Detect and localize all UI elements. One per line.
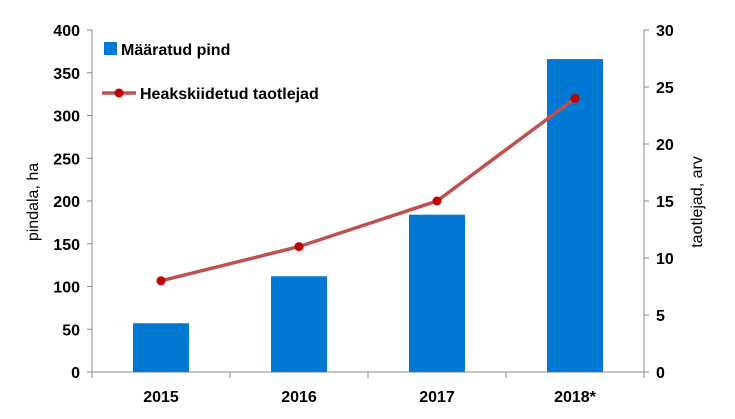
legend: Määratud pind Heakskiidetud taotlejad bbox=[102, 42, 319, 103]
left-tick-label: 100 bbox=[53, 280, 80, 297]
line-point bbox=[294, 242, 304, 252]
legend-bar-swatch bbox=[104, 42, 117, 55]
left-tick-label: 250 bbox=[53, 151, 80, 168]
left-tick-label: 200 bbox=[53, 194, 80, 211]
left-tick-label: 400 bbox=[53, 23, 80, 40]
series-line bbox=[160, 96, 577, 283]
right-axis-ticks: 0 5 10 15 20 25 30 bbox=[644, 23, 674, 382]
y-axis-title: pindala, ha bbox=[25, 163, 42, 241]
x-axis-ticks: 2015 2016 2017 2018* bbox=[91, 372, 645, 406]
bar-series bbox=[133, 59, 603, 372]
right-tick-label: 20 bbox=[656, 137, 674, 154]
bar bbox=[547, 59, 603, 372]
left-tick-label: 50 bbox=[62, 322, 80, 339]
line-series bbox=[156, 93, 580, 286]
right-tick-label: 30 bbox=[656, 23, 674, 40]
left-tick-label: 300 bbox=[53, 109, 80, 126]
bar bbox=[271, 276, 327, 372]
left-tick-label: 0 bbox=[71, 365, 80, 382]
right-tick-label: 5 bbox=[656, 308, 665, 325]
legend-line-marker bbox=[114, 88, 124, 98]
x-tick-label: 2016 bbox=[281, 389, 317, 406]
y2-axis-title: taotlejad, arv bbox=[689, 156, 706, 248]
left-axis-ticks: 0 50 100 150 200 250 300 350 400 bbox=[53, 23, 92, 382]
x-tick-label: 2018* bbox=[554, 389, 597, 406]
line-point bbox=[156, 276, 166, 286]
legend-line-label: Heakskiidetud taotlejad bbox=[140, 86, 319, 103]
bar bbox=[133, 323, 189, 372]
right-tick-label: 25 bbox=[656, 80, 674, 97]
legend-bar-label: Määratud pind bbox=[121, 42, 230, 59]
x-tick-label: 2015 bbox=[143, 389, 179, 406]
bar bbox=[409, 214, 465, 372]
x-tick-label: 2017 bbox=[419, 389, 455, 406]
right-tick-label: 0 bbox=[656, 365, 665, 382]
line-point bbox=[570, 93, 580, 103]
left-tick-label: 350 bbox=[53, 66, 80, 83]
right-tick-label: 15 bbox=[656, 194, 674, 211]
right-tick-label: 10 bbox=[656, 251, 674, 268]
line-point bbox=[432, 196, 442, 206]
left-tick-label: 150 bbox=[53, 237, 80, 254]
